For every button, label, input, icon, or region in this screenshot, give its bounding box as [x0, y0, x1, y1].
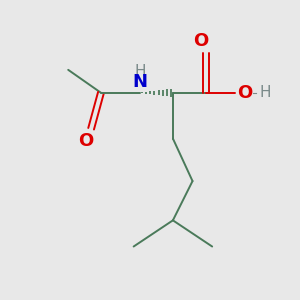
Text: N: N: [133, 73, 148, 91]
Text: O: O: [237, 84, 252, 102]
Text: O: O: [193, 32, 208, 50]
Text: H: H: [260, 85, 271, 100]
Text: H: H: [134, 64, 146, 79]
Text: O: O: [79, 132, 94, 150]
